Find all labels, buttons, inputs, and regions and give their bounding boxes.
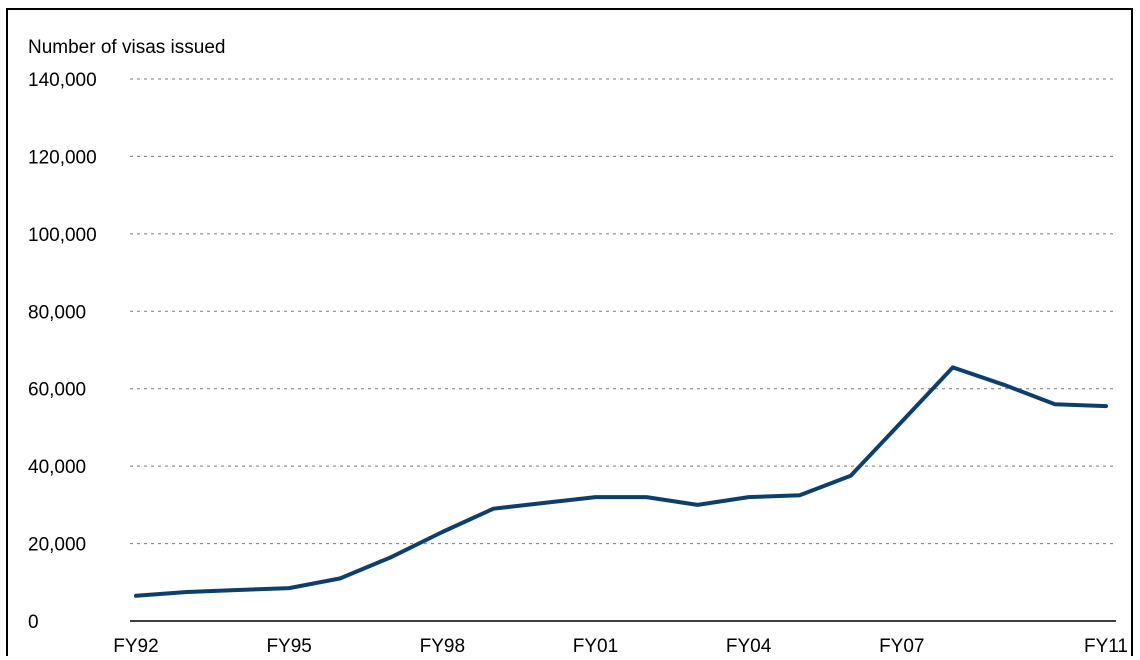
series-layer (134, 365, 1108, 598)
y-axis-title: Number of visas issued (28, 37, 225, 58)
y-tick-label: 40,000 (28, 457, 86, 478)
x-tick-label: FY01 (573, 636, 618, 657)
y-tick-label: 120,000 (28, 147, 97, 168)
series-line (134, 365, 1108, 598)
x-tick-label: FY07 (879, 636, 924, 657)
gridlines (130, 78, 1116, 545)
y-tick-label: 140,000 (28, 70, 97, 91)
y-tick-label: 100,000 (28, 225, 97, 246)
y-tick-labels: 0 20,000 40,000 60,000 80,000 100,000 120,000 1… (28, 70, 97, 633)
y-tick-label: 20,000 (28, 535, 86, 556)
y-tick-label: 0 (28, 612, 39, 633)
y-tick-label: 60,000 (28, 380, 86, 401)
x-tick-labels: FY92 FY95 FY98 FY01 FY04 FY07 FY11 (113, 636, 1128, 657)
y-tick-label: 80,000 (28, 302, 86, 323)
chart-frame: 0 20,000 40,000 60,000 80,000 100,000 120,000 1… (6, 8, 1133, 657)
x-tick-label: FY95 (266, 636, 311, 657)
x-tick-label: FY92 (113, 636, 158, 657)
x-tick-label: FY11 (1084, 636, 1128, 657)
x-tick-label: FY98 (420, 636, 465, 657)
line-chart: 0 20,000 40,000 60,000 80,000 100,000 120,000 1… (28, 37, 1128, 657)
x-tick-label: FY04 (726, 636, 772, 657)
